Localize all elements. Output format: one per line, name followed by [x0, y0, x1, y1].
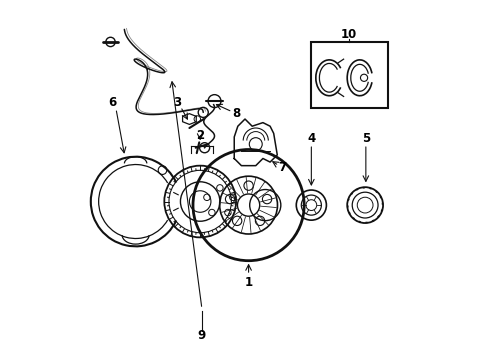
Text: 8: 8	[232, 107, 240, 120]
Text: 6: 6	[108, 96, 117, 109]
Text: 4: 4	[307, 132, 316, 145]
Text: 1: 1	[245, 276, 253, 289]
Text: 3: 3	[173, 96, 181, 109]
Text: 10: 10	[341, 28, 357, 41]
Text: 9: 9	[198, 329, 206, 342]
Text: 7: 7	[279, 161, 287, 174]
Text: 5: 5	[362, 132, 370, 145]
Bar	[311, 42, 389, 108]
Text: 2: 2	[196, 129, 204, 142]
